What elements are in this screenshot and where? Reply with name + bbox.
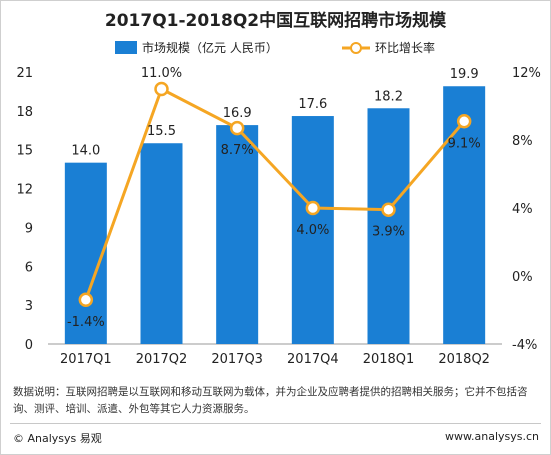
x-tick-label: 2017Q2 [136,352,188,367]
y-left-tick-label: 12 [16,183,33,198]
bar-2018Q1 [367,108,410,345]
growth-marker-2017Q4 [305,200,321,216]
x-tick-label: 2017Q1 [60,352,112,367]
growth-marker-2017Q3 [229,120,245,136]
y-left-tick-label: 21 [16,66,33,81]
x-tick-label: 2017Q3 [211,352,263,367]
bar-2017Q1 [64,162,107,344]
y-left-tick-label: 6 [25,260,33,275]
y-right-tick-label: -4% [512,338,537,353]
y-left-tick-label: 15 [16,144,33,159]
bar-2018Q2 [443,86,486,344]
x-tick-label: 2017Q4 [287,352,339,367]
bar-value-label: 18.2 [374,89,403,104]
bar-value-label: 14.0 [71,144,100,159]
growth-rate-line [84,87,466,301]
y-right-tick-label: 4% [512,202,533,217]
legend-line-marker [350,42,362,54]
chart-title: 2017Q1-2018Q2中国互联网招聘市场规模 [104,11,447,31]
legend-line-label: 环比增长率 [375,40,435,55]
growth-marker-2017Q2 [154,81,169,97]
growth-value-label: 8.7% [221,143,254,158]
bar-value-label: 15.5 [147,124,176,139]
growth-marker-2018Q1 [381,202,396,217]
footer-divider [10,423,541,424]
data-footnote: 数据说明：互联网招聘是以互联网和移动互联网为载体，并为企业及应聘者提供的招聘相关… [13,386,528,415]
growth-marker-2018Q2 [456,114,472,129]
copyright-text: © Analysys 易观 [13,432,102,445]
website-url: www.analysys.cn [445,430,539,443]
y-left-tick-label: 3 [25,299,33,314]
y-right-tick-label: 12% [512,66,541,81]
x-tick-label: 2018Q1 [363,352,415,367]
growth-value-label: 3.9% [372,225,405,240]
growth-value-label: 11.0% [141,66,182,81]
y-right-tick-label: 0% [512,270,533,285]
bar-2017Q2 [140,143,183,344]
y-right-tick-label: 8% [512,134,533,149]
bar-value-label: 17.6 [298,97,327,112]
bar-value-label: 19.9 [450,67,479,82]
growth-value-label: -1.4% [67,315,105,330]
combo-chart: 市场规模（亿元 人民币） 环比增长率 0 3 6 9 12 15 18 21 -4% 0% 4% 8% 12… [16,40,541,367]
legend-bar-swatch [115,41,137,54]
growth-value-label: 9.1% [448,136,481,151]
growth-value-label: 4.0% [296,223,329,238]
bar-value-label: 16.9 [223,106,252,121]
x-tick-label: 2018Q2 [438,352,490,367]
legend-bar-label: 市场规模（亿元 人民币） [142,40,278,55]
growth-marker-2017Q1 [78,292,94,308]
y-left-tick-label: 18 [16,105,33,120]
y-left-tick-label: 9 [25,221,33,236]
y-left-tick-label: 0 [25,338,33,353]
bar-2017Q3 [216,125,259,344]
bar-2017Q4 [291,116,334,345]
